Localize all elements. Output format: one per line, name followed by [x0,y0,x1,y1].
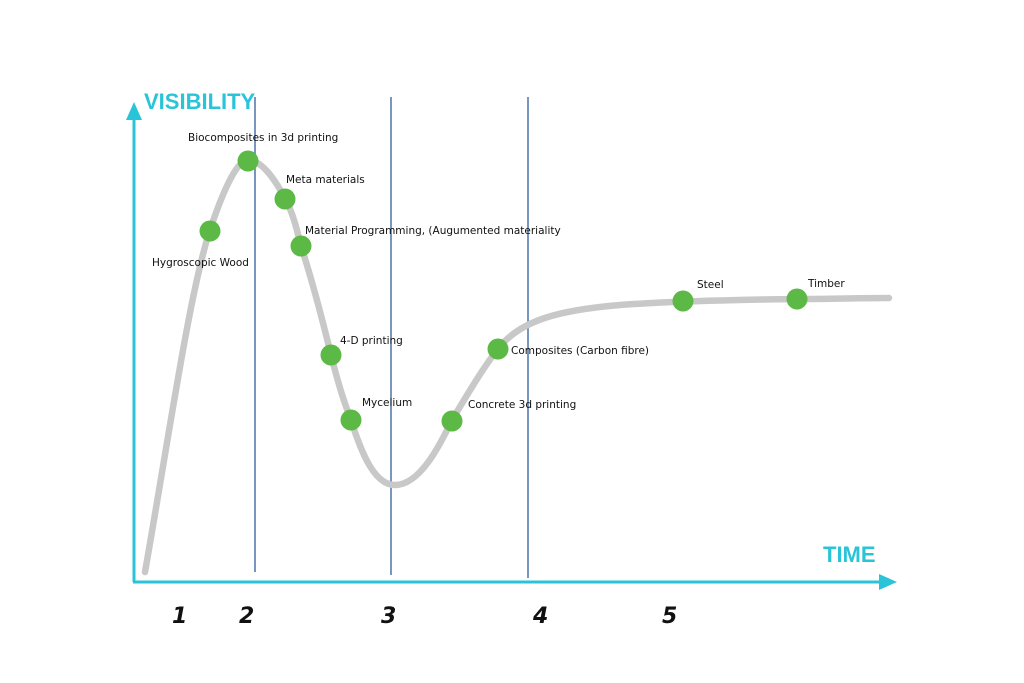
point-label-hygroscopic-wood: Hygroscopic Wood [152,257,249,269]
point-label-concrete-3d-printing: Concrete 3d printing [468,399,576,411]
phase-labels: 1 2 3 4 5 [172,604,677,629]
x-axis-title: TIME [823,542,876,567]
phase-label-4: 4 [532,604,548,629]
phase-label-2: 2 [239,604,254,629]
point-dot-composites [487,338,509,360]
phase-label-1: 1 [172,604,187,629]
point-dot-meta-materials [274,188,296,210]
point-label-steel: Steel [697,279,724,291]
point-dot-concrete-3d-printing [441,410,463,432]
point-dot-steel [672,290,694,312]
x-axis-arrow-icon [879,574,897,590]
point-dot-material-programming [290,235,312,257]
phase-label-5: 5 [662,604,677,629]
point-dot-4d-printing [320,344,342,366]
phase-dividers [254,97,529,578]
point-label-4d-printing: 4-D printing [340,335,403,347]
hype-curve [141,156,893,576]
point-label-composites: Composites (Carbon fibre) [511,345,649,357]
point-label-meta-materials: Meta materials [286,174,365,186]
point-dot-mycelium [340,409,362,431]
technology-points: Hygroscopic Wood Biocomposites in 3d pri… [152,132,845,432]
point-dot-biocomposites [237,150,259,172]
y-axis-title: VISIBILITY [144,89,256,114]
y-axis-arrow-icon [126,102,142,120]
axes: VISIBILITY TIME [126,89,897,590]
point-dot-timber [786,288,808,310]
point-label-timber: Timber [807,278,845,290]
phase-label-3: 3 [381,604,396,629]
point-dot-hygroscopic-wood [199,220,221,242]
point-label-biocomposites: Biocomposites in 3d printing [188,132,338,144]
point-label-mycelium: Mycelium [362,397,412,409]
point-label-material-programming: Material Programming, (Augumented materi… [305,225,561,237]
